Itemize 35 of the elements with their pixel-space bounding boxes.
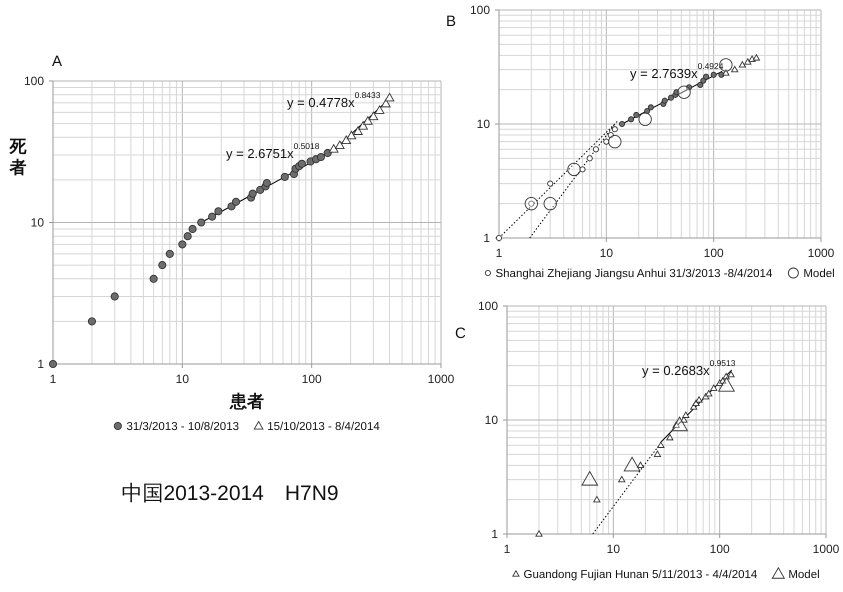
- chart-title: B: [446, 13, 456, 30]
- y-tick-label: 1: [483, 231, 490, 245]
- y-tick-label: 10: [476, 117, 490, 131]
- legend-label: Shanghai Zhejiang Jiangsu Anhui 31/3/2013 -8/4/2014: [496, 268, 773, 280]
- x-tick-label: 10: [176, 372, 190, 386]
- x-axis-title: 患者: [229, 392, 264, 411]
- x-tick-label: 1: [50, 372, 57, 386]
- annotation: y = 2.6751x$^{0.5018}$: [226, 141, 320, 161]
- legend-label: 15/10/2013 - 8/4/2014: [267, 421, 380, 433]
- x-tick-label: 100: [710, 542, 730, 556]
- y-tick-label: 100: [470, 3, 490, 17]
- y-axis-title: 死者: [8, 137, 28, 177]
- x-tick-label: 1: [504, 542, 511, 556]
- y-tick-label: 1: [491, 527, 498, 541]
- x-tick-label: 100: [704, 246, 724, 260]
- legend-label: 31/3/2013 - 10/8/2013: [126, 421, 239, 433]
- y-tick-label: 100: [478, 299, 498, 313]
- x-tick-label: 100: [302, 372, 322, 386]
- y-tick-label: 1: [37, 357, 44, 371]
- legend-label: Model: [788, 569, 820, 581]
- text: 中国2013-2014 H7N9: [121, 482, 339, 505]
- x-tick-label: 10: [606, 542, 620, 556]
- x-tick-label: 1000: [428, 372, 455, 386]
- x-tick-label: 10: [600, 246, 614, 260]
- y-tick-label: 100: [24, 74, 44, 88]
- text: C: [455, 325, 466, 342]
- y-tick-label: 10: [484, 413, 498, 427]
- legend-label: Model: [803, 268, 835, 280]
- chart-title: A: [52, 53, 62, 70]
- x-tick-label: 1000: [812, 542, 840, 556]
- annotation: y = 0.4778x$^{0.8433}$: [287, 90, 381, 110]
- legend-label: Guandong Fujian Hunan 5/11/2013 - 4/4/2014: [524, 569, 758, 581]
- annotation: y = 0.2683x$^{0.9513}$: [642, 358, 736, 378]
- y-tick-label: 10: [30, 216, 44, 230]
- x-tick-label: 1000: [808, 246, 835, 260]
